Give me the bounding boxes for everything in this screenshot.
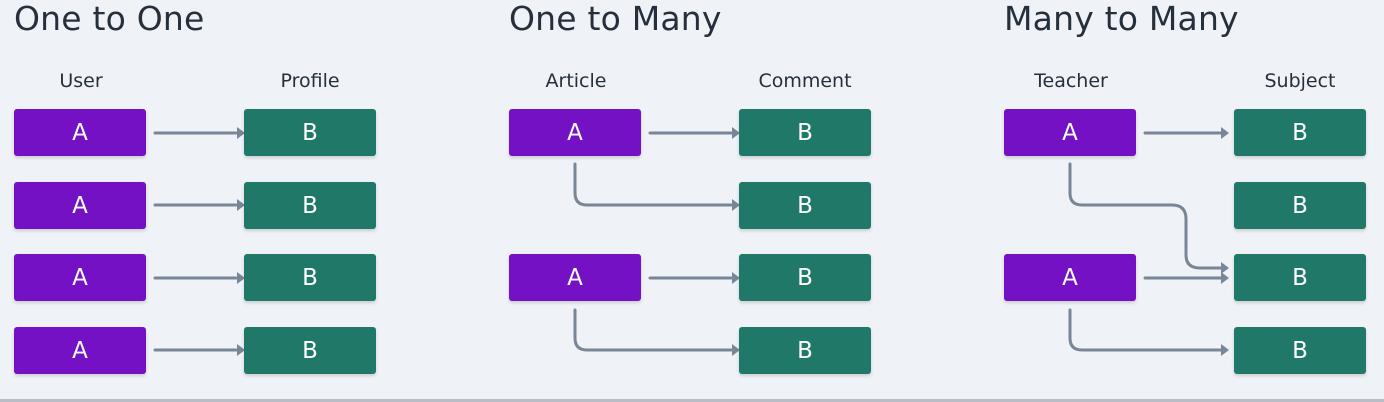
arrow-connector — [1068, 308, 1223, 352]
entity-b-box: B — [1234, 327, 1366, 374]
arrowhead-icon — [237, 272, 245, 284]
entity-a-box: A — [14, 182, 146, 229]
entity-b-box: B — [739, 182, 871, 229]
relationship-arrows — [1068, 127, 1229, 356]
bottom-divider — [0, 399, 1384, 402]
left-column-label: User — [59, 70, 103, 92]
arrow-connector — [573, 308, 733, 352]
entity-b-box: B — [244, 254, 376, 301]
arrowhead-icon — [732, 344, 740, 356]
arrowhead-icon — [1221, 344, 1229, 356]
entity-a-box: A — [1004, 254, 1136, 301]
entity-b-box: B — [739, 327, 871, 374]
entity-b-box: B — [739, 109, 871, 156]
arrowhead-icon — [732, 199, 740, 211]
arrowhead-icon — [1221, 127, 1229, 139]
panel-title: One to Many — [509, 0, 722, 38]
entity-b-box: B — [244, 109, 376, 156]
arrowhead-icon — [1221, 262, 1229, 274]
right-column-label: Comment — [758, 70, 852, 92]
arrowhead-icon — [732, 272, 740, 284]
entity-a-box: A — [14, 109, 146, 156]
left-column-label: Article — [545, 70, 607, 92]
arrow-connector — [573, 162, 733, 207]
one-to-many-panel: One to Many Article Comment A A B B B B — [509, 0, 989, 400]
entity-b-box: B — [244, 182, 376, 229]
right-column-label: Profile — [280, 70, 340, 92]
arrowhead-icon — [237, 127, 245, 139]
relationship-arrows — [573, 127, 740, 356]
many-to-many-panel: Many to Many Teacher Subject A A B B B B — [1004, 0, 1384, 400]
entity-b-box: B — [244, 327, 376, 374]
entity-a-box: A — [509, 254, 641, 301]
arrowhead-icon — [237, 344, 245, 356]
panel-title: One to One — [14, 0, 205, 38]
entity-b-box: B — [1234, 182, 1366, 229]
entity-a-box: A — [14, 327, 146, 374]
entity-b-box: B — [1234, 254, 1366, 301]
entity-a-box: A — [14, 254, 146, 301]
relationship-arrows — [153, 127, 245, 356]
arrowhead-icon — [237, 199, 245, 211]
entity-a-box: A — [509, 109, 641, 156]
arrowhead-icon — [732, 127, 740, 139]
left-column-label: Teacher — [1034, 70, 1108, 92]
arrowhead-icon — [1221, 272, 1229, 284]
one-to-one-panel: One to One User Profile A A A A B B B B — [14, 0, 494, 400]
right-column-label: Subject — [1264, 70, 1336, 92]
entity-a-box: A — [1004, 109, 1136, 156]
arrow-connector — [1068, 162, 1223, 270]
entity-b-box: B — [739, 254, 871, 301]
entity-b-box: B — [1234, 109, 1366, 156]
panel-title: Many to Many — [1004, 0, 1239, 38]
